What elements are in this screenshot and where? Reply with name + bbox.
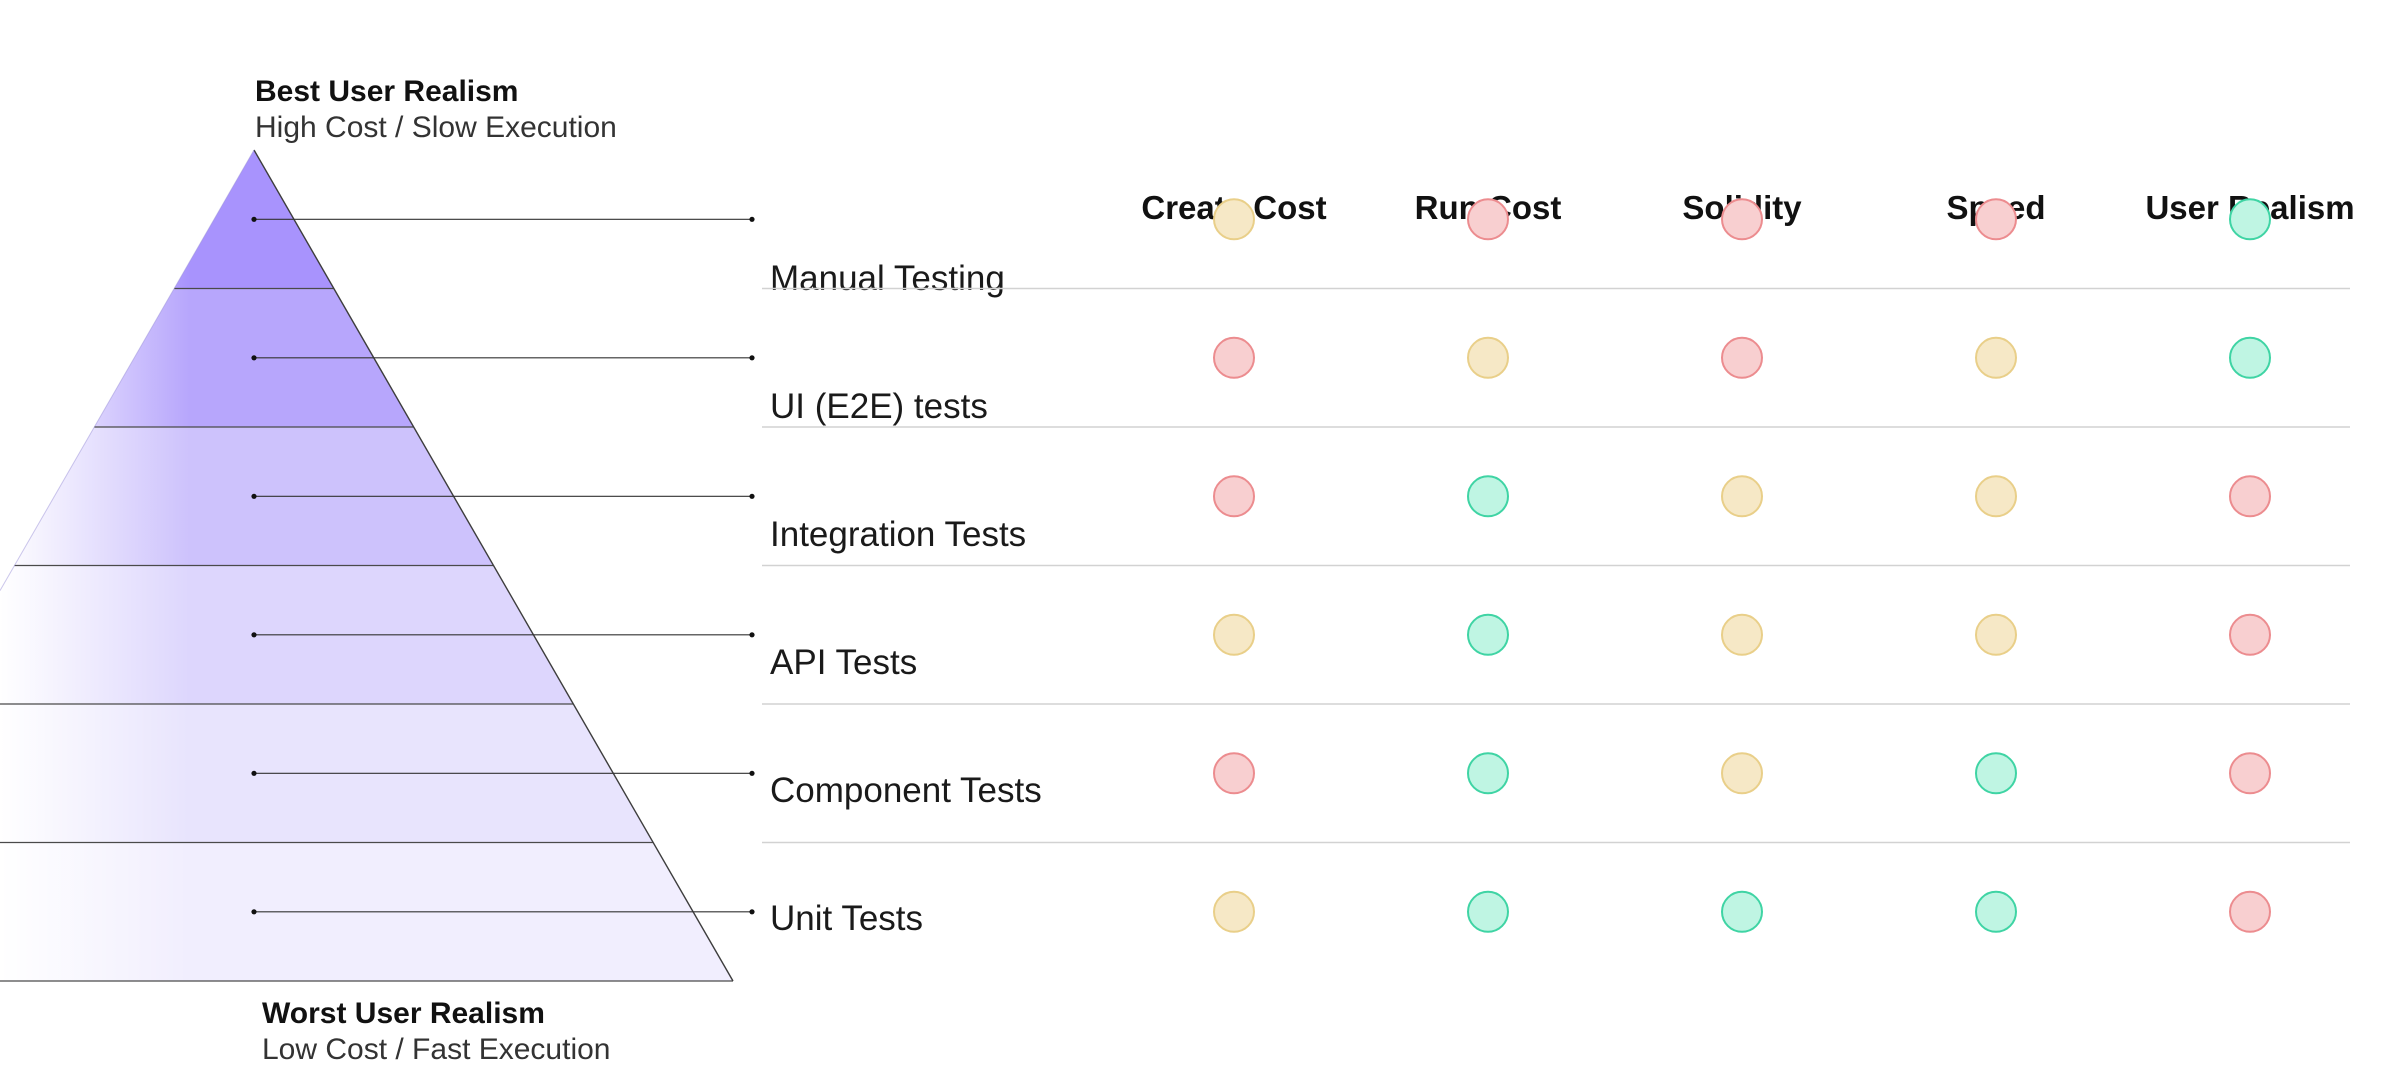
rating-dot-integration-tests-speed-medium	[1975, 475, 2017, 518]
connector-start-dot-api-tests	[251, 632, 257, 638]
rating-dot-manual-testing-speed-bad	[1975, 198, 2017, 241]
connector-end-dot-integration-tests	[749, 493, 755, 499]
rating-dot-manual-testing-user-realism-good	[2229, 198, 2271, 241]
rating-dot-component-tests-user-realism-bad	[2229, 752, 2271, 795]
rating-grid	[1213, 198, 2271, 933]
rating-dot-unit-tests-solidity-good	[1721, 890, 1763, 933]
connector-start-dot-unit-tests	[251, 909, 257, 915]
rating-dot-ui-e2e-tests-speed-medium	[1975, 336, 2017, 379]
row-dividers	[762, 287, 2350, 844]
rating-dot-component-tests-run-cost-good	[1467, 752, 1509, 795]
rating-dot-integration-tests-run-cost-good	[1467, 475, 1509, 518]
row-label-api-tests: API Tests	[770, 643, 917, 682]
row-label-ui-e2e-tests: UI (E2E) tests	[770, 387, 988, 426]
connector-end-dot-manual-testing	[749, 216, 755, 222]
bottom-caption-subtitle: Low Cost / Fast Execution	[262, 1033, 611, 1066]
connectors	[251, 216, 755, 915]
rating-dot-integration-tests-solidity-medium	[1721, 475, 1763, 518]
top-caption-title: Best User Realism	[255, 75, 518, 108]
rating-dot-manual-testing-create-cost-medium	[1213, 198, 1255, 241]
rating-dot-api-tests-user-realism-bad	[2229, 613, 2271, 656]
row-label-unit-tests: Unit Tests	[770, 899, 923, 938]
row-label-component-tests: Component Tests	[770, 771, 1042, 810]
row-labels: Manual Testing UI (E2E) tests Integratio…	[770, 259, 1042, 938]
rating-dot-ui-e2e-tests-solidity-bad	[1721, 336, 1763, 379]
rating-dot-manual-testing-run-cost-bad	[1467, 198, 1509, 241]
rating-dot-ui-e2e-tests-user-realism-good	[2229, 336, 2271, 379]
rating-dot-unit-tests-run-cost-good	[1467, 890, 1509, 933]
row-label-manual-testing: Manual Testing	[770, 259, 1005, 298]
pyramid	[0, 149, 734, 983]
pyramid-fade-overlay	[0, 150, 190, 983]
connector-end-dot-ui-e2e-tests	[749, 355, 755, 361]
rating-dot-api-tests-create-cost-medium	[1213, 613, 1255, 656]
rating-dot-component-tests-solidity-medium	[1721, 752, 1763, 795]
pyramid-right-edge	[253, 149, 734, 982]
row-label-integration-tests: Integration Tests	[770, 515, 1026, 554]
rating-dot-ui-e2e-tests-run-cost-medium	[1467, 336, 1509, 379]
connector-end-dot-component-tests	[749, 770, 755, 776]
connector-start-dot-component-tests	[251, 770, 257, 776]
rating-dot-unit-tests-user-realism-bad	[2229, 890, 2271, 933]
connector-end-dot-unit-tests	[749, 909, 755, 915]
rating-dot-ui-e2e-tests-create-cost-bad	[1213, 336, 1255, 379]
top-caption-subtitle: High Cost / Slow Execution	[255, 111, 617, 144]
connector-start-dot-manual-testing	[251, 216, 257, 222]
rating-dot-unit-tests-speed-good	[1975, 890, 2017, 933]
pyramid-left-edge	[0, 149, 255, 591]
rating-dot-integration-tests-create-cost-bad	[1213, 475, 1255, 518]
bottom-caption-title: Worst User Realism	[262, 997, 545, 1030]
rating-dot-component-tests-create-cost-bad	[1213, 752, 1255, 795]
rating-dot-manual-testing-solidity-bad	[1721, 198, 1763, 241]
rating-dot-component-tests-speed-good	[1975, 752, 2017, 795]
rating-dot-api-tests-run-cost-good	[1467, 613, 1509, 656]
connector-start-dot-ui-e2e-tests	[251, 355, 257, 361]
connector-end-dot-api-tests	[749, 632, 755, 638]
connector-start-dot-integration-tests	[251, 493, 257, 499]
rating-dot-api-tests-speed-medium	[1975, 613, 2017, 656]
rating-dot-integration-tests-user-realism-bad	[2229, 475, 2271, 518]
rating-dot-api-tests-solidity-medium	[1721, 613, 1763, 656]
rating-dot-unit-tests-create-cost-medium	[1213, 890, 1255, 933]
